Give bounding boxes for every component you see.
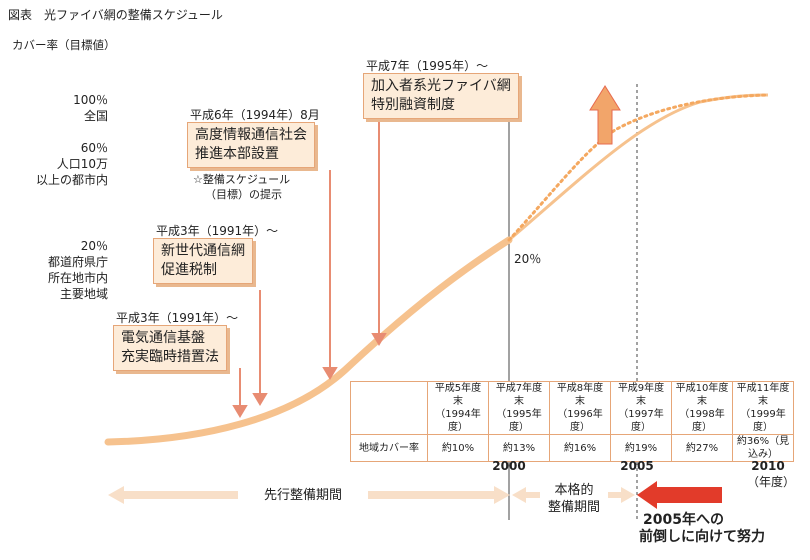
header-line: 平成5年度末 bbox=[434, 383, 482, 407]
table-cell: 約36%（見込み） bbox=[732, 434, 794, 462]
header-line: （1997年度） bbox=[618, 409, 664, 433]
y-tick-desc: 主要地域 bbox=[59, 287, 108, 301]
period-line: 整備期間 bbox=[547, 500, 600, 515]
y-tick-desc: 都道府県庁 bbox=[47, 255, 108, 269]
point-label-20: 20％ bbox=[514, 252, 542, 266]
annotation-line: 電気通信基盤 bbox=[121, 330, 205, 346]
y-axis-label: カバー率（目標値） bbox=[12, 38, 116, 52]
full-period-arrow bbox=[512, 487, 635, 503]
y-tick-desc: 所在地市内 bbox=[47, 271, 108, 285]
annotation-line: 新世代通信網 bbox=[161, 243, 245, 259]
note-line: （目標）の提示 bbox=[205, 188, 282, 201]
table-corner bbox=[350, 381, 428, 435]
figure-title: 図表 光ファイバ網の整備スケジュール bbox=[8, 8, 223, 22]
push-forward-note: 2005年への 前倒しに向けて努力 bbox=[639, 512, 765, 546]
header-line: （1994年度） bbox=[435, 409, 481, 433]
table-cell: 約16% bbox=[549, 434, 611, 462]
note-line: 前倒しに向けて努力 bbox=[639, 529, 765, 545]
x-tick-2005: 2005 bbox=[620, 459, 654, 473]
leader-arrows bbox=[232, 115, 387, 418]
annotation-line: 推進本部設置 bbox=[195, 146, 279, 162]
header-line: （1996年度） bbox=[557, 409, 603, 433]
table-header-cell: 平成7年度末 （1995年度） bbox=[488, 381, 550, 435]
header-line: 平成10年度末 bbox=[675, 383, 729, 407]
x-tick-2000: 2000 bbox=[492, 459, 526, 473]
table-header-cell: 平成10年度末 （1998年度） bbox=[671, 381, 733, 435]
table-row-label: 地域カバー率 bbox=[350, 434, 428, 462]
period-line: 本格的 bbox=[554, 483, 594, 498]
table-header-row: 平成5年度末 （1994年度） 平成7年度末 （1995年度） 平成8年度末 （199… bbox=[350, 381, 794, 435]
y-tick-60: 60％ 人口10万 以上の都市内 bbox=[10, 140, 108, 188]
coverage-curve-dotted bbox=[507, 93, 770, 242]
y-tick-desc: 全国 bbox=[83, 109, 108, 123]
annotation-line: 特別融資制度 bbox=[371, 97, 455, 113]
early-period-arrow bbox=[108, 486, 510, 504]
annotation-line: 加入者系光ファイバ網 bbox=[371, 78, 511, 94]
header-line: 平成7年度末 bbox=[495, 383, 543, 407]
annotation-3-head: 平成6年（1994年）8月 bbox=[190, 108, 320, 122]
header-line: 平成8年度末 bbox=[556, 383, 604, 407]
y-tick-20: 20％ 都道府県庁 所在地市内 主要地域 bbox=[10, 238, 108, 302]
annotation-1-box: 電気通信基盤 充実臨時措置法 bbox=[113, 325, 227, 371]
x-tick-2010: 2010 bbox=[751, 459, 785, 473]
header-line: 平成11年度末 bbox=[736, 383, 790, 407]
table-header-cell: 平成9年度末 （1997年度） bbox=[610, 381, 672, 435]
annotation-line: 高度情報通信社会 bbox=[195, 127, 307, 143]
header-line: 平成9年度末 bbox=[617, 383, 665, 407]
table-header-cell: 平成5年度末 （1994年度） bbox=[427, 381, 489, 435]
annotation-3-note: ☆整備スケジュール （目標）の提示 bbox=[193, 172, 290, 202]
note-line: ☆整備スケジュール bbox=[193, 173, 291, 186]
table-cell: 約10% bbox=[427, 434, 489, 462]
note-line: 2005年への bbox=[643, 512, 724, 528]
header-line: （1995年度） bbox=[496, 409, 542, 433]
table-cell: 約19% bbox=[610, 434, 672, 462]
annotation-1-head: 平成3年（1991年）～ bbox=[116, 311, 239, 325]
y-tick-desc: 人口10万 bbox=[56, 157, 108, 171]
y-tick-value: 60％ bbox=[80, 141, 108, 155]
coverage-curve-solid bbox=[508, 93, 769, 242]
coverage-table: 平成5年度末 （1994年度） 平成7年度末 （1995年度） 平成8年度末 （199… bbox=[350, 381, 794, 462]
header-line: （1998年度） bbox=[679, 409, 725, 433]
push-forward-arrow bbox=[637, 481, 722, 509]
y-tick-desc: 以上の都市内 bbox=[35, 173, 108, 187]
early-period-label: 先行整備期間 bbox=[263, 488, 342, 503]
table-cell: 約27% bbox=[671, 434, 733, 462]
table-cell: 約13% bbox=[488, 434, 550, 462]
annotation-2-head: 平成3年（1991年）～ bbox=[156, 224, 279, 238]
annotation-line: 充実臨時措置法 bbox=[121, 349, 219, 365]
increase-arrow-icon bbox=[589, 85, 621, 145]
annotation-line: 促進税制 bbox=[161, 262, 217, 278]
table-row: 地域カバー率 約10% 約13% 約16% 約19% 約27% 約36%（見込み… bbox=[350, 434, 794, 462]
y-tick-value: 100％ bbox=[73, 93, 108, 107]
y-tick-100: 100％ 全国 bbox=[50, 92, 108, 124]
annotation-2-box: 新世代通信網 促進税制 bbox=[153, 238, 253, 284]
full-period-label: 本格的 整備期間 bbox=[540, 482, 608, 516]
header-line: （1999年度） bbox=[740, 409, 786, 433]
annotation-4-box: 加入者系光ファイバ網 特別融資制度 bbox=[363, 73, 519, 119]
x-axis-unit: （年度） bbox=[747, 475, 796, 489]
table-header-cell: 平成8年度末 （1996年度） bbox=[549, 381, 611, 435]
table-header-cell: 平成11年度末 （1999年度） bbox=[732, 381, 794, 435]
annotation-4-head: 平成7年（1995年）～ bbox=[366, 59, 489, 73]
annotation-3-box: 高度情報通信社会 推進本部設置 bbox=[187, 122, 315, 168]
y-tick-value: 20％ bbox=[80, 239, 108, 253]
coverage-curve-lower bbox=[104, 236, 513, 446]
